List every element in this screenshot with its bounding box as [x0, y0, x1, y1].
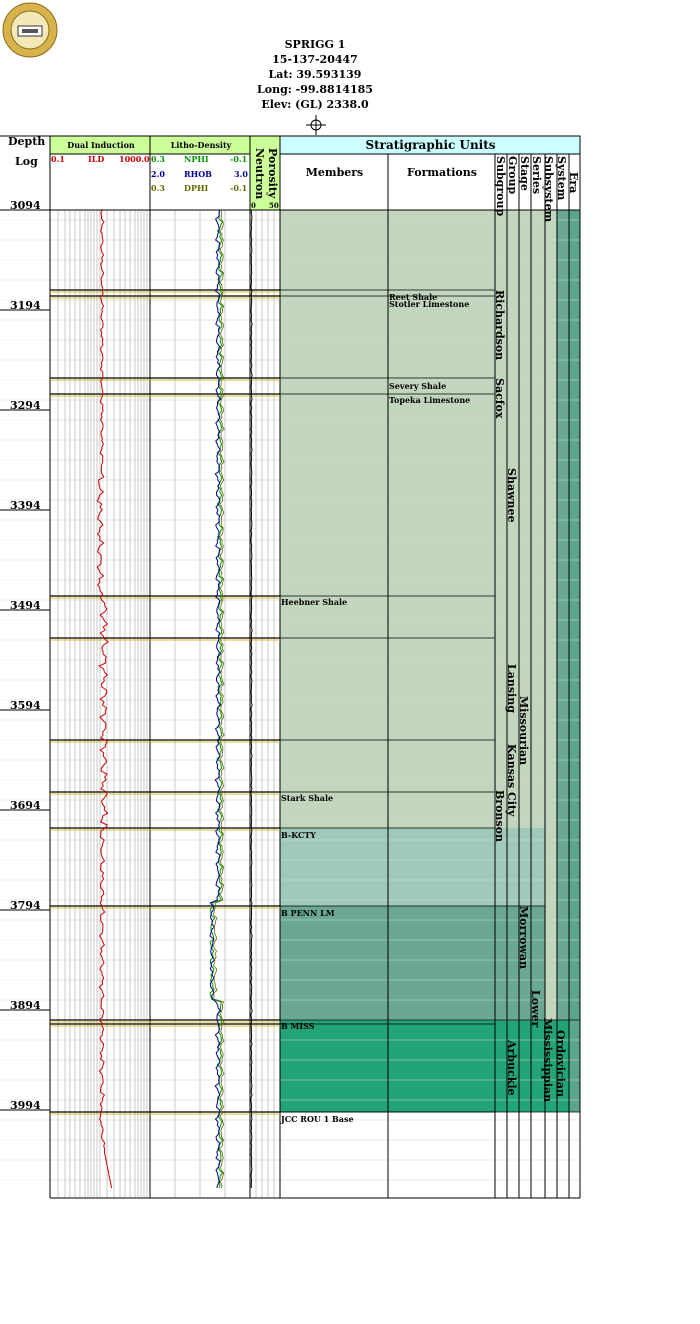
- unit-label-mississippian: Mississippian: [541, 1018, 554, 1103]
- unit-label-morrowan: Morrowan: [517, 906, 530, 970]
- well-location-icon: [306, 115, 326, 135]
- formation-label: Stotler Limestone: [389, 299, 470, 309]
- era-header: Era: [567, 172, 580, 194]
- nphi-name: NPHI: [184, 154, 209, 164]
- depth-label: 3294: [10, 399, 41, 412]
- depth-label: 3894: [10, 999, 41, 1012]
- members-header: Members: [305, 166, 364, 179]
- fill-subsystem: [545, 210, 557, 1020]
- kansas-geological-survey-seal: [2, 2, 58, 58]
- api-number: 15-137-20447: [272, 53, 358, 66]
- rhob-name: RHOB: [184, 169, 212, 179]
- dual-induction-title: Dual Induction: [67, 140, 135, 150]
- depth-label: 3994: [10, 1099, 41, 1112]
- fill-system: [557, 210, 569, 1112]
- member-label: B-KCTY: [281, 830, 316, 840]
- depth-label: 3394: [10, 499, 41, 512]
- dphi-curve: [213, 209, 225, 1189]
- depth-label: 3594: [10, 699, 41, 712]
- group-header: Group: [506, 156, 519, 195]
- formation-label: Severy Shale: [389, 381, 447, 391]
- formation-label: Reet Shale: [389, 292, 438, 302]
- subgroup-header: Subgroup: [494, 156, 507, 217]
- formation-label: Topeka Limestone: [389, 395, 471, 405]
- litho-density-title: Litho-Density: [170, 140, 232, 150]
- rhob-max: 3.0: [234, 169, 248, 179]
- unit-label-arbuckle: Arbuckle: [505, 1040, 518, 1096]
- top-depth-label: 3094: [10, 199, 41, 212]
- elevation: Elev: (GL) 2338.0: [261, 98, 369, 111]
- unit-label-lower: Lower: [529, 990, 542, 1028]
- member-label: Heebner Shale: [281, 597, 348, 607]
- depth-label: 3694: [10, 799, 41, 812]
- ild-max: 1000.0: [119, 154, 150, 164]
- dphi-min: 0.3: [151, 183, 165, 193]
- depth-label: 3794: [10, 899, 41, 912]
- fill-era: [569, 210, 580, 1112]
- neutron-min: 0: [251, 201, 256, 210]
- member-label: B MISS: [281, 1021, 315, 1031]
- nphi-curve: [209, 209, 224, 1189]
- formations-header: Formations: [407, 166, 477, 179]
- neutron-max: 50: [269, 201, 279, 210]
- nphi-min: 0.3: [151, 154, 165, 164]
- porosity-title: Porosity: [266, 148, 279, 199]
- member-label: B PENN LM: [281, 908, 335, 918]
- stage-header: Stage: [518, 156, 531, 191]
- dphi-max: -0.1: [230, 183, 248, 193]
- unit-label-richardson: Richardson: [493, 290, 506, 361]
- unit-label-bronson: Bronson: [493, 790, 506, 842]
- rhob-min: 2.0: [151, 169, 165, 179]
- fill-mississippian: [280, 1020, 545, 1112]
- unit-label-kansas-city: Kansas City: [505, 744, 518, 817]
- member-label: Stark Shale: [281, 793, 334, 803]
- neutron-curve: [250, 209, 253, 1189]
- unit-label-missourian: Missourian: [517, 696, 530, 766]
- ild-name: ILD: [88, 154, 105, 164]
- rhob-curve: [209, 209, 222, 1189]
- dphi-name: DPHI: [184, 183, 209, 193]
- series-header: Series: [530, 156, 543, 195]
- nphi-max: -0.1: [230, 154, 248, 164]
- depth-label: 3194: [10, 299, 41, 312]
- ild-curve: [96, 209, 113, 1189]
- depth-label: 3494: [10, 599, 41, 612]
- member-label: JCC ROU 1 Base: [281, 1114, 354, 1124]
- fill-kansas-city: [280, 828, 545, 906]
- unit-label-ordovician: Ordovician: [554, 1030, 567, 1097]
- unit-label-sacfox: Sacfox: [493, 378, 506, 419]
- stratigraphic-units-title: Stratigraphic Units: [365, 138, 496, 152]
- depth-column-title: Depth: [8, 135, 46, 148]
- neutron-title: Neutron: [253, 148, 266, 200]
- fill-morrowan: [280, 906, 545, 1020]
- latitude: Lat: 39.593139: [268, 68, 362, 81]
- system-header: System: [555, 156, 568, 201]
- well-name: SPRIGG 1: [284, 38, 346, 51]
- longitude: Long: -99.8814185: [257, 83, 373, 96]
- unit-label-shawnee: Shawnee: [505, 468, 518, 523]
- log-column-title: Log: [15, 155, 38, 168]
- unit-label-lansing: Lansing: [505, 664, 518, 713]
- subsystem-header: Subsystem: [542, 156, 555, 223]
- ild-min: 0.1: [51, 154, 65, 164]
- fill-pennsylvanian-upper: [280, 210, 545, 828]
